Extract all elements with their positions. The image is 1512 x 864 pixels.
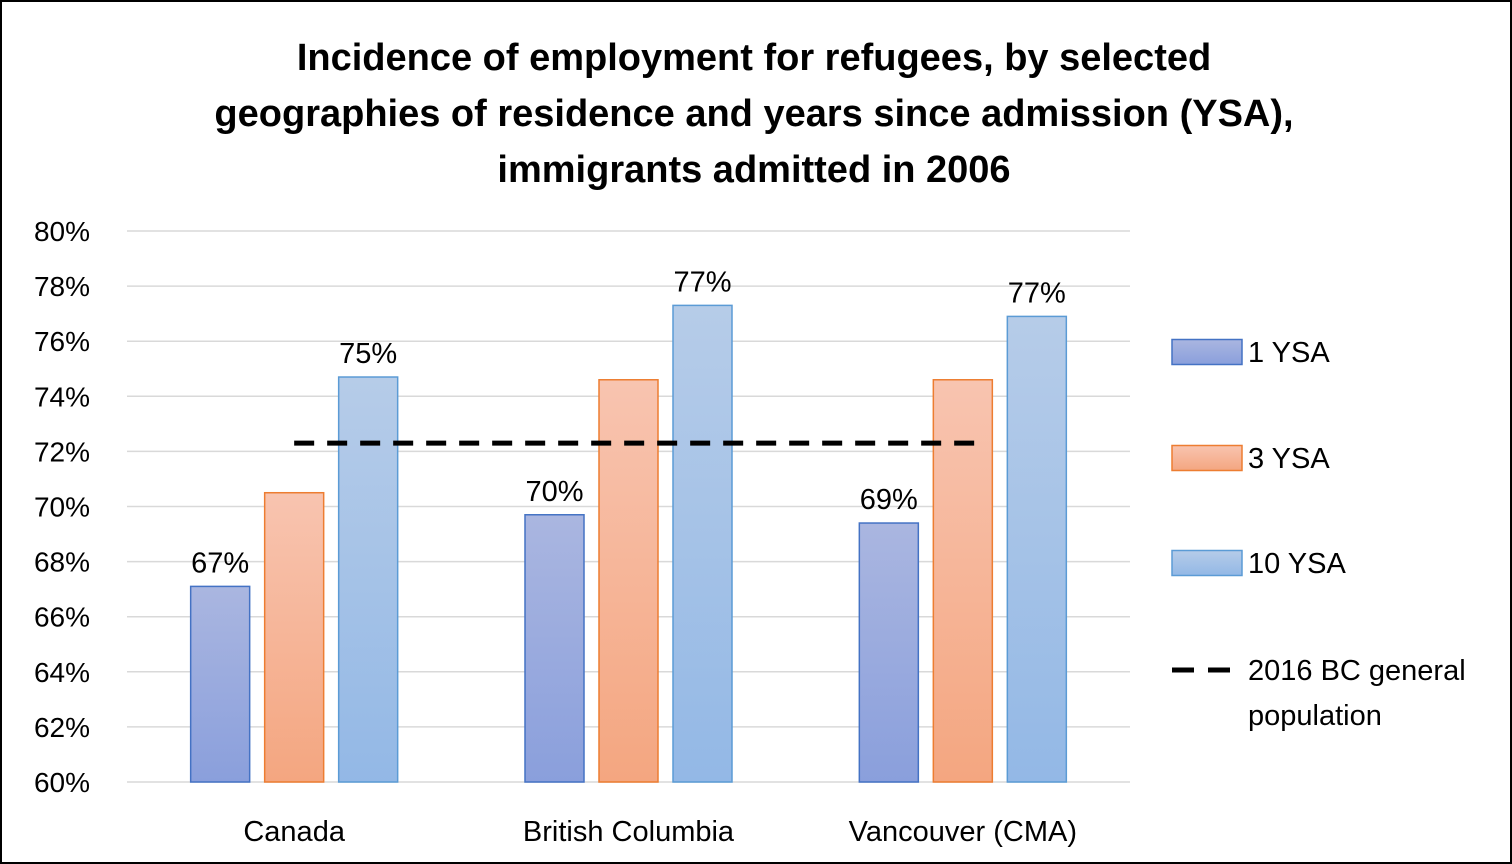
x-category-label: British Columbia <box>523 816 735 848</box>
y-tick-label: 60% <box>34 767 90 798</box>
bar-1-ysa <box>858 522 920 783</box>
legend-swatch <box>1171 549 1243 577</box>
legend: 1 YSA 3 YSA 10 YSA 2016 BC general populatio… <box>1171 337 1466 732</box>
bars <box>189 304 1068 783</box>
y-tick-label: 64% <box>34 657 90 688</box>
y-tick-label: 70% <box>34 492 90 523</box>
y-tick-label: 68% <box>34 547 90 578</box>
data-label: 75% <box>339 338 397 370</box>
chart-title: Incidence of employment for refugees, by… <box>0 30 1508 198</box>
y-tick-label: 66% <box>34 602 90 633</box>
x-category-label: Vancouver (CMA) <box>849 816 1077 848</box>
legend-swatch <box>1171 444 1243 472</box>
y-tick-label: 74% <box>34 381 90 412</box>
x-category-label: Canada <box>243 816 345 848</box>
y-axis-tick-labels: 60% 62% 64% 66% 68% 70% 72% 74% 76% 78% 80% <box>34 216 90 798</box>
bar-3-ysa <box>263 491 325 783</box>
legend-label: 1 YSA <box>1248 337 1330 369</box>
data-label: 69% <box>860 484 918 516</box>
bar-10-ysa <box>337 376 399 783</box>
y-tick-label: 62% <box>34 712 90 743</box>
legend-label: 10 YSA <box>1248 548 1346 580</box>
bar-1-ysa <box>189 585 251 783</box>
legend-label: 2016 BC general <box>1248 655 1466 687</box>
chart-title-line-3: immigrants admitted in 2006 <box>497 149 1011 191</box>
y-tick-label: 76% <box>34 326 90 357</box>
bar-10-ysa <box>1006 315 1068 783</box>
legend-label: population <box>1248 700 1382 732</box>
bar-3-ysa <box>932 379 994 783</box>
data-label: 70% <box>525 476 583 508</box>
data-label: 77% <box>673 266 731 298</box>
legend-swatch <box>1171 338 1243 366</box>
bar-10-ysa <box>672 304 733 783</box>
legend-label: 3 YSA <box>1248 443 1330 475</box>
bar-3-ysa <box>598 379 659 783</box>
y-tick-label: 80% <box>34 216 90 247</box>
chart-title-line-2: geographies of residence and years since… <box>214 93 1294 135</box>
data-labels: 67% 75% 70% 77% 69% 77% <box>191 266 1066 579</box>
chart-title-line-1: Incidence of employment for refugees, by… <box>296 37 1212 79</box>
y-tick-label: 78% <box>34 271 90 302</box>
y-tick-label: 72% <box>34 436 90 467</box>
data-label: 77% <box>1008 277 1066 309</box>
bar-1-ysa <box>524 514 585 783</box>
x-axis-category-labels: Canada British Columbia Vancouver (CMA) <box>243 816 1077 848</box>
data-label: 67% <box>191 547 249 579</box>
